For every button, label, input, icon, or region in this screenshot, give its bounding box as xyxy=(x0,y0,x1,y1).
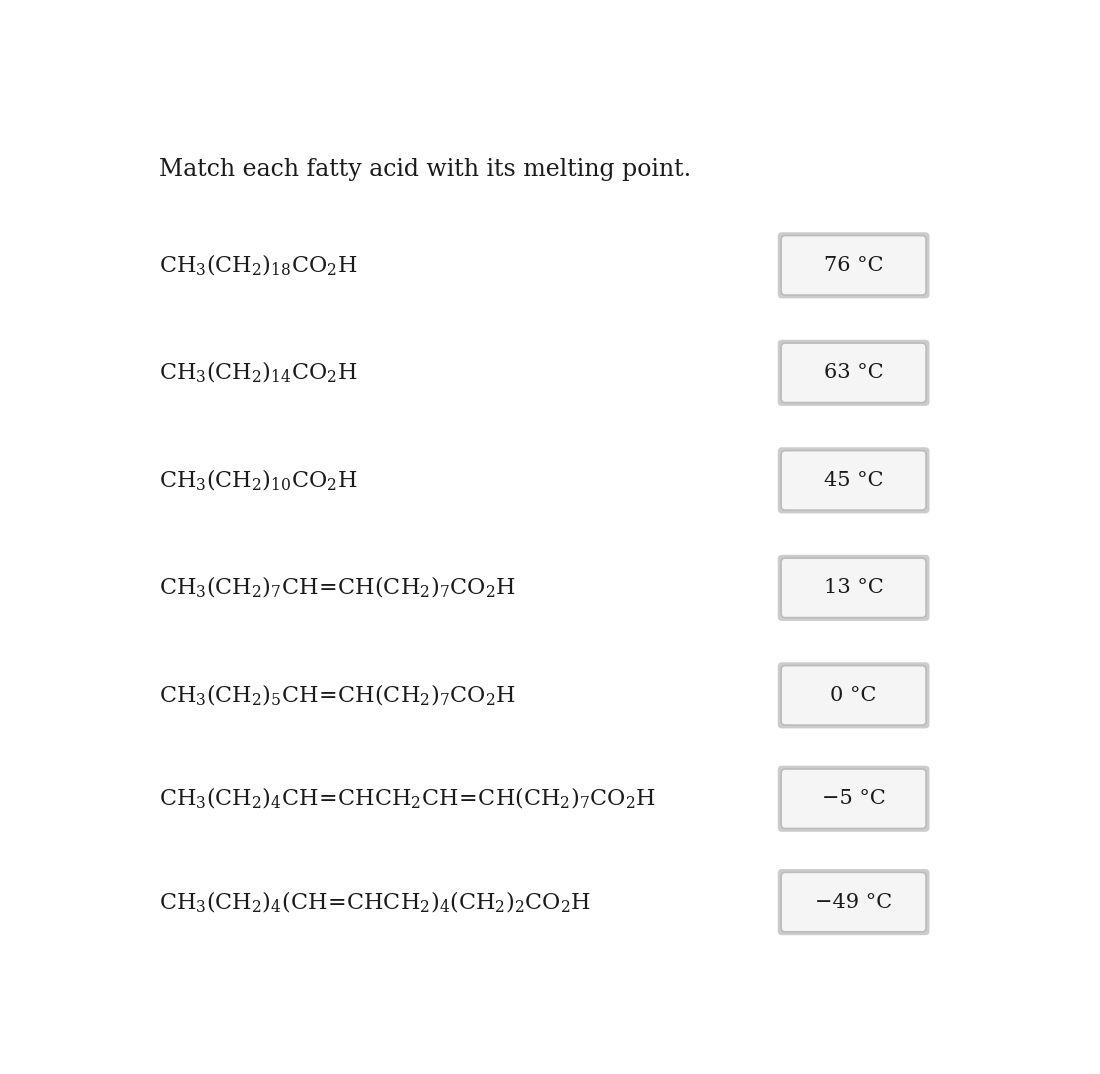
FancyBboxPatch shape xyxy=(781,666,926,725)
Text: 13 °C: 13 °C xyxy=(824,579,883,597)
Text: −5 °C: −5 °C xyxy=(822,789,886,809)
FancyBboxPatch shape xyxy=(781,769,926,828)
FancyBboxPatch shape xyxy=(778,555,930,621)
FancyBboxPatch shape xyxy=(778,663,930,728)
FancyBboxPatch shape xyxy=(778,447,930,513)
Text: 45 °C: 45 °C xyxy=(824,470,883,490)
Text: $\mathregular{CH_3(CH_2)_{18}CO_2H}$: $\mathregular{CH_3(CH_2)_{18}CO_2H}$ xyxy=(158,252,358,278)
Text: $\mathregular{CH_3(CH_2)_4(CH\!=\!CHCH_2)_4(CH_2)_2CO_2H}$: $\mathregular{CH_3(CH_2)_4(CH\!=\!CHCH_2… xyxy=(158,889,591,915)
Text: −49 °C: −49 °C xyxy=(815,892,892,912)
FancyBboxPatch shape xyxy=(781,343,926,403)
FancyBboxPatch shape xyxy=(778,339,930,406)
Text: $\mathregular{CH_3(CH_2)_5CH\!=\!CH(CH_2)_7CO_2H}$: $\mathregular{CH_3(CH_2)_5CH\!=\!CH(CH_2… xyxy=(158,683,516,708)
FancyBboxPatch shape xyxy=(781,451,926,510)
FancyBboxPatch shape xyxy=(778,766,930,831)
Text: $\mathregular{CH_3(CH_2)_7CH\!=\!CH(CH_2)_7CO_2H}$: $\mathregular{CH_3(CH_2)_7CH\!=\!CH(CH_2… xyxy=(158,576,516,600)
Text: 0 °C: 0 °C xyxy=(830,686,877,705)
Text: Match each fatty acid with its melting point.: Match each fatty acid with its melting p… xyxy=(158,158,691,180)
Text: $\mathregular{CH_3(CH_2)_{10}CO_2H}$: $\mathregular{CH_3(CH_2)_{10}CO_2H}$ xyxy=(158,468,358,493)
FancyBboxPatch shape xyxy=(781,558,926,618)
Text: 63 °C: 63 °C xyxy=(824,363,883,382)
FancyBboxPatch shape xyxy=(778,869,930,935)
FancyBboxPatch shape xyxy=(781,872,926,932)
FancyBboxPatch shape xyxy=(781,235,926,295)
Text: $\mathregular{CH_3(CH_2)_{14}CO_2H}$: $\mathregular{CH_3(CH_2)_{14}CO_2H}$ xyxy=(158,360,358,386)
Text: 76 °C: 76 °C xyxy=(824,256,883,275)
Text: $\mathregular{CH_3(CH_2)_4CH\!=\!CHCH_2CH\!=\!CH(CH_2)_7CO_2H}$: $\mathregular{CH_3(CH_2)_4CH\!=\!CHCH_2C… xyxy=(158,786,656,811)
FancyBboxPatch shape xyxy=(778,232,930,299)
